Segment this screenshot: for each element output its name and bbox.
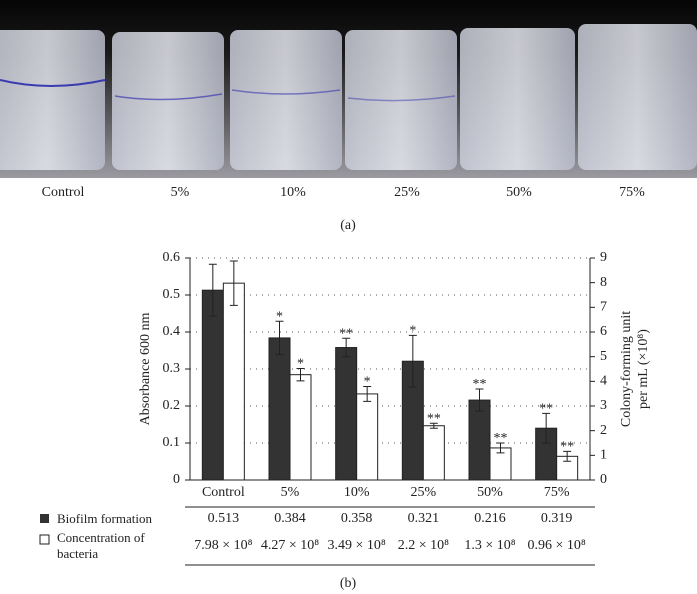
- significance-mark: *: [364, 375, 371, 390]
- table-cell: 0.96 × 10⁸: [528, 538, 586, 553]
- x-tick-label: Control: [202, 485, 245, 500]
- significance-mark: **: [494, 431, 508, 446]
- significance-mark: *: [297, 357, 304, 372]
- y2-tick-label: 7: [600, 300, 607, 315]
- significance-mark: **: [473, 377, 487, 392]
- y2-axis-label: per mL (×10⁸): [636, 329, 651, 409]
- bar: [422, 425, 445, 481]
- error-bar: [563, 450, 572, 462]
- photo-label: 50%: [506, 185, 532, 200]
- x-tick-label: 50%: [477, 485, 503, 500]
- y2-tick-label: 4: [600, 374, 607, 389]
- significance-mark: **: [339, 327, 353, 342]
- y2-tick-label: 5: [600, 349, 607, 364]
- y-tick-label: 0.6: [163, 250, 181, 265]
- y-tick-label: 0: [173, 472, 180, 487]
- y-tick-label: 0.4: [163, 324, 181, 339]
- error-bar: [275, 320, 284, 356]
- legend-marker: [40, 514, 49, 523]
- error-bar: [542, 412, 551, 444]
- table-cell: 0.513: [208, 511, 240, 526]
- photo-label: 25%: [394, 185, 420, 200]
- photo-label: 75%: [619, 185, 645, 200]
- y-tick-label: 0.3: [163, 361, 181, 376]
- table-cell: 2.2 × 10⁸: [398, 538, 449, 553]
- y2-tick-label: 1: [600, 448, 607, 463]
- legend-label: Concentration of bacteria: [57, 530, 145, 561]
- y-axis-label: Absorbance 600 nm: [138, 313, 153, 426]
- x-tick-label: 75%: [544, 485, 570, 500]
- table-cell: 1.3 × 10⁸: [464, 538, 515, 553]
- significance-mark: **: [427, 411, 441, 426]
- bar: [335, 347, 358, 481]
- significance-mark: *: [276, 309, 283, 324]
- table-cell: 0.216: [474, 511, 506, 526]
- legend-marker: [39, 534, 50, 545]
- table-cell: 0.358: [341, 511, 373, 526]
- x-tick-label: 25%: [410, 485, 436, 500]
- photo: [0, 0, 697, 178]
- x-tick-label: 5%: [281, 485, 300, 500]
- y-tick-label: 0.5: [163, 287, 181, 302]
- table-cell: 4.27 × 10⁸: [261, 538, 319, 553]
- error-bar: [475, 388, 484, 412]
- bar: [222, 282, 245, 481]
- y2-tick-label: 3: [600, 398, 607, 413]
- bar: [268, 337, 291, 481]
- error-bar: [408, 334, 417, 388]
- error-bar: [342, 337, 351, 358]
- error-bar: [496, 442, 505, 454]
- bar: [468, 399, 491, 481]
- caption: (b): [340, 576, 357, 591]
- photo-label: Control: [42, 185, 85, 200]
- significance-mark: **: [560, 440, 574, 455]
- y2-axis-label: Colony-forming unit: [619, 311, 634, 427]
- y-tick-label: 0.2: [163, 398, 181, 413]
- error-bar: [208, 263, 217, 317]
- x-tick-label: 10%: [344, 485, 370, 500]
- y-tick-label: 0.1: [163, 435, 181, 450]
- error-bar: [429, 422, 438, 429]
- error-bar: [296, 368, 305, 382]
- significance-mark: *: [409, 324, 416, 339]
- y2-tick-label: 6: [600, 324, 607, 339]
- error-bar: [363, 386, 372, 402]
- table-cell: 0.384: [274, 511, 306, 526]
- caption: (a): [340, 218, 356, 233]
- photo-label: 5%: [171, 185, 190, 200]
- table-cell: 7.98 × 10⁸: [194, 538, 252, 553]
- y2-tick-label: 0: [600, 472, 607, 487]
- y2-tick-label: 9: [600, 250, 607, 265]
- y2-tick-label: 8: [600, 275, 607, 290]
- legend-label: Biofilm formation: [57, 511, 152, 526]
- bar: [289, 374, 312, 481]
- error-bar: [229, 260, 238, 306]
- photo-label: 10%: [280, 185, 306, 200]
- table-cell: 3.49 × 10⁸: [328, 538, 386, 553]
- table-cell: 0.321: [408, 511, 440, 526]
- table-cell: 0.319: [541, 511, 573, 526]
- bar: [201, 289, 224, 481]
- bar: [356, 393, 379, 481]
- significance-mark: **: [539, 402, 553, 417]
- y2-tick-label: 2: [600, 423, 607, 438]
